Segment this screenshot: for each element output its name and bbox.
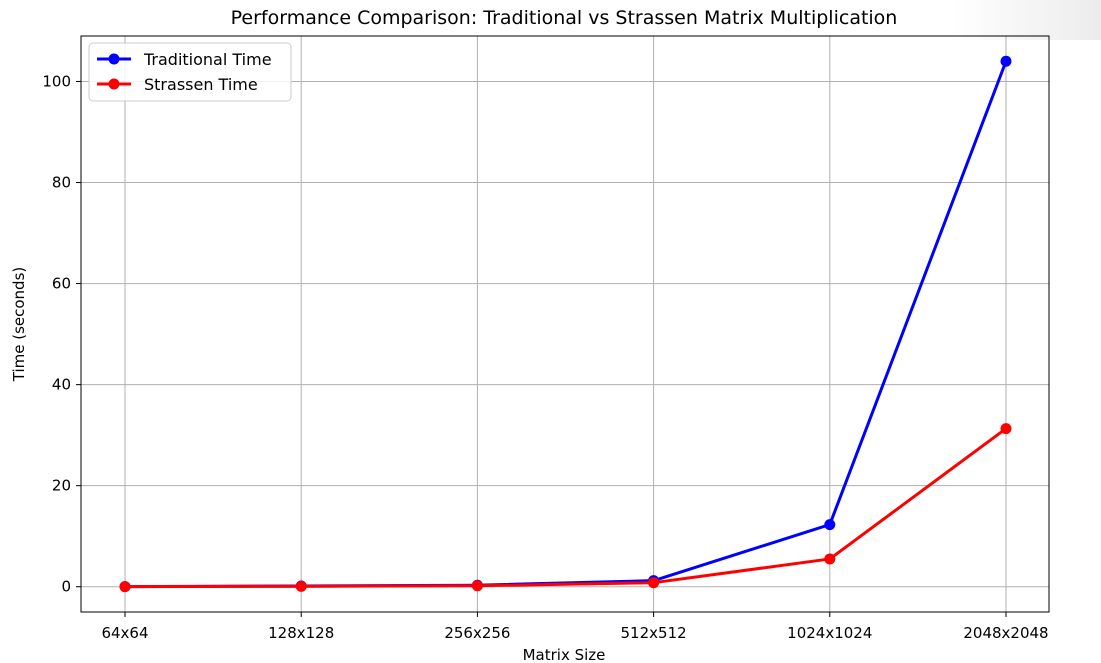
grid-lines	[81, 36, 1049, 612]
y-axis-ticks: 0 20 40 60 80 100	[42, 72, 81, 596]
data-point	[824, 519, 836, 531]
series-traditional	[119, 55, 1012, 593]
legend-box	[88, 42, 292, 102]
series-strassen	[119, 423, 1012, 593]
data-point	[824, 553, 836, 565]
legend-marker	[108, 78, 120, 90]
x-tick-label: 512x512	[621, 624, 687, 642]
y-tick-label: 0	[61, 578, 71, 596]
data-point	[295, 580, 307, 592]
legend-label: Traditional Time	[143, 50, 272, 69]
data-point	[471, 580, 483, 592]
legend-marker	[108, 53, 120, 65]
y-tick-label: 20	[52, 477, 71, 495]
x-tick-label: 128x128	[268, 624, 334, 642]
x-tick-label: 64x64	[101, 624, 148, 642]
y-tick-label: 60	[52, 275, 71, 293]
data-point	[119, 581, 131, 593]
window-corner-shadow	[951, 0, 1101, 40]
legend-entry: Strassen Time	[97, 75, 258, 94]
legend-label: Strassen Time	[144, 75, 258, 94]
x-axis-ticks: 64x64 128x128 256x256 512x512 1024x1024 2048x…	[101, 612, 1049, 642]
data-point	[648, 577, 660, 589]
y-tick-label: 80	[52, 174, 71, 192]
y-axis-label: Time (seconds)	[10, 267, 28, 383]
x-axis-label: Matrix Size	[523, 646, 606, 663]
series-line	[124, 60, 1008, 589]
series-line	[124, 427, 1007, 589]
plot-frame	[80, 35, 1050, 613]
legend-entry: Traditional Time	[97, 50, 272, 69]
series-lines	[119, 55, 1012, 593]
y-tick-label: 100	[42, 72, 71, 90]
y-tick-label: 40	[52, 376, 71, 394]
x-tick-label: 256x256	[444, 624, 510, 642]
legend: Traditional Time Strassen Time	[88, 42, 292, 102]
data-point	[1000, 423, 1012, 435]
x-tick-label: 2048x2048	[963, 624, 1048, 642]
data-point	[1000, 55, 1012, 67]
x-tick-label: 1024x1024	[787, 624, 872, 642]
chart-title: Performance Comparison: Traditional vs S…	[231, 7, 898, 29]
